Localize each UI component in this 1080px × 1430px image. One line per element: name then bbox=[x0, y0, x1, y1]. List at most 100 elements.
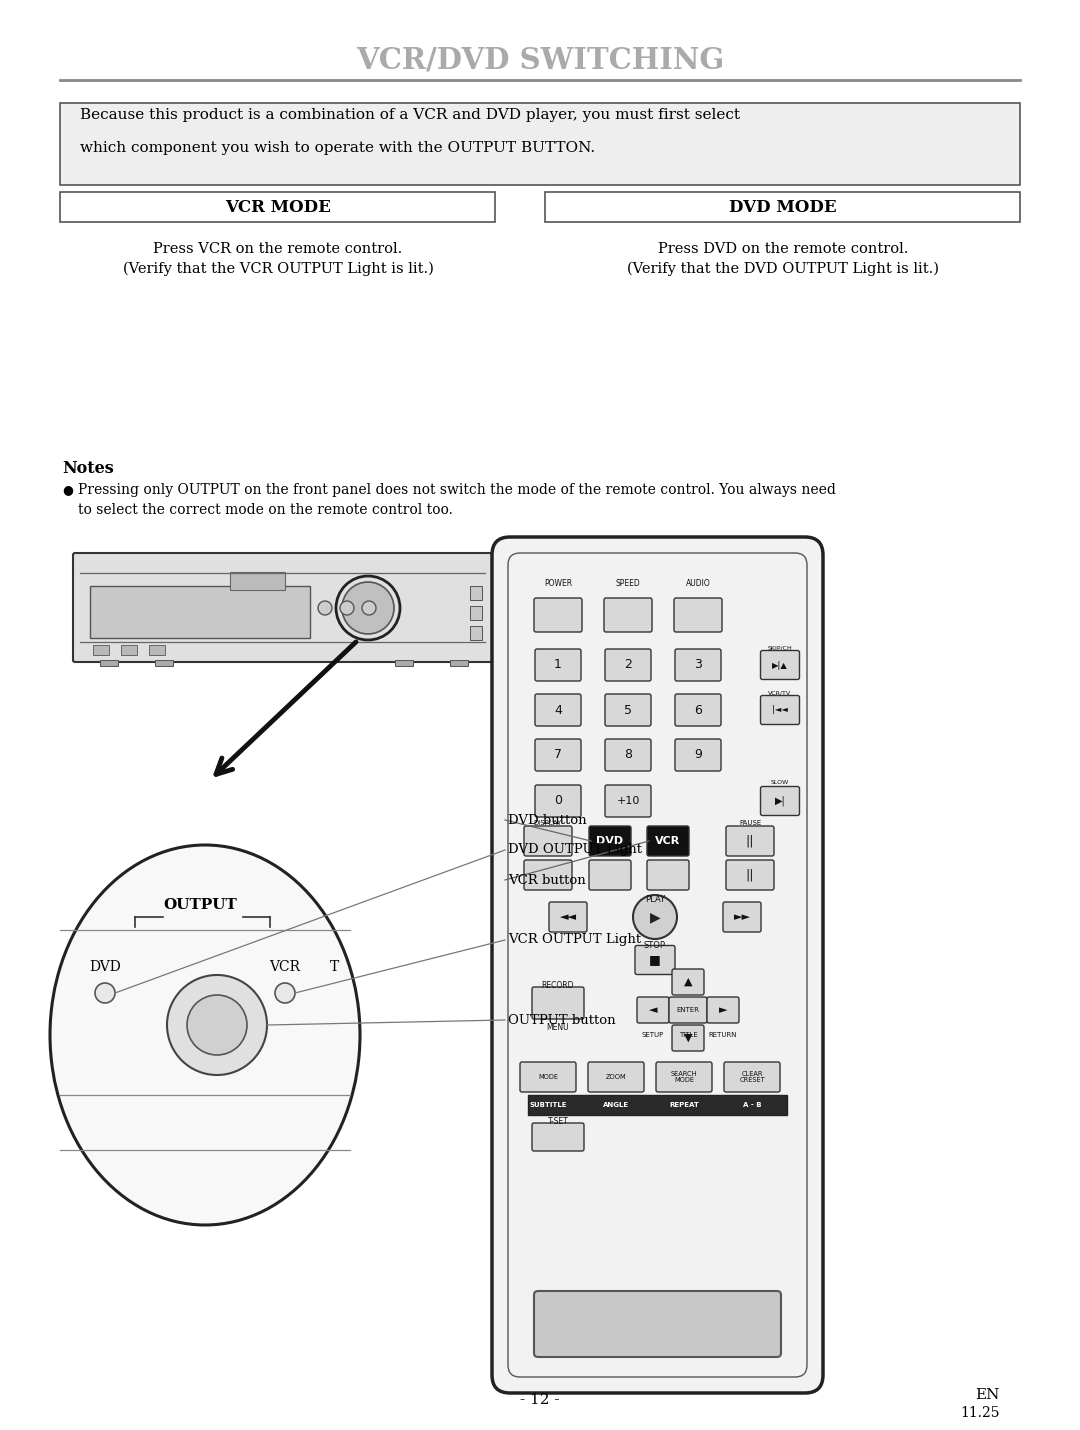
Text: VCR: VCR bbox=[656, 837, 680, 847]
FancyBboxPatch shape bbox=[760, 787, 799, 815]
FancyBboxPatch shape bbox=[524, 827, 572, 857]
FancyBboxPatch shape bbox=[635, 945, 675, 974]
FancyBboxPatch shape bbox=[534, 598, 582, 632]
Circle shape bbox=[342, 582, 394, 633]
Text: DVD button: DVD button bbox=[508, 814, 586, 827]
Text: MODE: MODE bbox=[538, 1074, 558, 1080]
Text: T-SET: T-SET bbox=[548, 1117, 568, 1127]
FancyBboxPatch shape bbox=[90, 586, 310, 638]
Text: STOP: STOP bbox=[644, 941, 666, 950]
Circle shape bbox=[362, 601, 376, 615]
FancyBboxPatch shape bbox=[100, 661, 118, 666]
Text: DISPLAY: DISPLAY bbox=[534, 819, 562, 827]
FancyBboxPatch shape bbox=[647, 859, 689, 889]
Text: (Verify that the DVD OUTPUT Light is lit.): (Verify that the DVD OUTPUT Light is lit… bbox=[627, 262, 939, 276]
Text: VCR button: VCR button bbox=[508, 874, 585, 887]
FancyBboxPatch shape bbox=[760, 695, 799, 725]
Text: 3: 3 bbox=[694, 658, 702, 672]
Text: TITLE: TITLE bbox=[678, 1032, 698, 1038]
Text: RETURN: RETURN bbox=[708, 1032, 738, 1038]
FancyBboxPatch shape bbox=[524, 859, 572, 889]
Text: A - B: A - B bbox=[743, 1103, 761, 1108]
Text: ENTER: ENTER bbox=[676, 1007, 700, 1012]
Circle shape bbox=[167, 975, 267, 1075]
Text: 5: 5 bbox=[624, 704, 632, 716]
Text: VCR/DVD SWITCHING: VCR/DVD SWITCHING bbox=[356, 46, 724, 74]
Text: SETUP: SETUP bbox=[642, 1032, 664, 1038]
Text: DVD MODE: DVD MODE bbox=[729, 199, 837, 216]
FancyBboxPatch shape bbox=[470, 606, 482, 621]
FancyBboxPatch shape bbox=[723, 902, 761, 932]
Text: PLAY: PLAY bbox=[645, 895, 665, 905]
Text: EN: EN bbox=[975, 1389, 1000, 1401]
Text: 6: 6 bbox=[694, 704, 702, 716]
Text: ●: ● bbox=[62, 483, 72, 496]
FancyBboxPatch shape bbox=[545, 192, 1020, 222]
Text: ▲: ▲ bbox=[684, 977, 692, 987]
Text: 11.25: 11.25 bbox=[960, 1406, 1000, 1420]
Text: to select the correct mode on the remote control too.: to select the correct mode on the remote… bbox=[78, 503, 453, 518]
Ellipse shape bbox=[50, 845, 360, 1226]
Text: VCR: VCR bbox=[270, 960, 300, 974]
FancyBboxPatch shape bbox=[549, 902, 588, 932]
Text: CLEAR
CRESET: CLEAR CRESET bbox=[739, 1071, 765, 1084]
FancyBboxPatch shape bbox=[707, 997, 739, 1022]
Text: VCR OUTPUT Light: VCR OUTPUT Light bbox=[508, 934, 642, 947]
FancyBboxPatch shape bbox=[672, 970, 704, 995]
Text: ANGLE: ANGLE bbox=[603, 1103, 629, 1108]
Text: MENU: MENU bbox=[546, 1022, 569, 1031]
FancyBboxPatch shape bbox=[395, 661, 413, 666]
FancyBboxPatch shape bbox=[605, 785, 651, 817]
Text: POWER: POWER bbox=[544, 579, 572, 588]
Text: Because this product is a combination of a VCR and DVD player, you must first se: Because this product is a combination of… bbox=[80, 109, 740, 122]
FancyBboxPatch shape bbox=[604, 598, 652, 632]
Text: SPEED: SPEED bbox=[616, 579, 640, 588]
Text: 1: 1 bbox=[554, 658, 562, 672]
FancyBboxPatch shape bbox=[588, 1062, 644, 1093]
FancyBboxPatch shape bbox=[669, 997, 707, 1022]
Text: DVD: DVD bbox=[90, 960, 121, 974]
Text: RECORD: RECORD bbox=[542, 981, 575, 990]
Text: 2: 2 bbox=[624, 658, 632, 672]
FancyBboxPatch shape bbox=[760, 651, 799, 679]
Text: ▼: ▼ bbox=[684, 1032, 692, 1042]
FancyBboxPatch shape bbox=[605, 739, 651, 771]
FancyBboxPatch shape bbox=[528, 1095, 787, 1115]
FancyBboxPatch shape bbox=[675, 694, 721, 726]
FancyBboxPatch shape bbox=[60, 103, 1020, 184]
Circle shape bbox=[340, 601, 354, 615]
FancyBboxPatch shape bbox=[589, 859, 631, 889]
Text: DVD: DVD bbox=[596, 837, 623, 847]
FancyBboxPatch shape bbox=[656, 1062, 712, 1093]
Text: 7: 7 bbox=[554, 748, 562, 762]
FancyBboxPatch shape bbox=[230, 572, 285, 591]
FancyBboxPatch shape bbox=[535, 739, 581, 771]
FancyBboxPatch shape bbox=[93, 645, 109, 655]
FancyBboxPatch shape bbox=[726, 827, 774, 857]
Text: Press DVD on the remote control.: Press DVD on the remote control. bbox=[658, 242, 908, 256]
Text: OUTPUT button: OUTPUT button bbox=[508, 1014, 616, 1027]
FancyBboxPatch shape bbox=[156, 661, 173, 666]
FancyBboxPatch shape bbox=[149, 645, 165, 655]
Text: OUTPUT: OUTPUT bbox=[163, 898, 237, 912]
FancyBboxPatch shape bbox=[675, 739, 721, 771]
Text: +10: +10 bbox=[617, 797, 639, 807]
Text: (Verify that the VCR OUTPUT Light is lit.): (Verify that the VCR OUTPUT Light is lit… bbox=[122, 262, 433, 276]
FancyBboxPatch shape bbox=[60, 192, 495, 222]
FancyBboxPatch shape bbox=[535, 694, 581, 726]
Text: 8: 8 bbox=[624, 748, 632, 762]
Text: which component you wish to operate with the OUTPUT BUTTON.: which component you wish to operate with… bbox=[80, 142, 595, 154]
FancyBboxPatch shape bbox=[73, 553, 492, 662]
Circle shape bbox=[95, 982, 114, 1002]
FancyBboxPatch shape bbox=[589, 827, 631, 857]
FancyBboxPatch shape bbox=[519, 1062, 576, 1093]
Text: ||: || bbox=[746, 868, 754, 881]
Text: REPEAT: REPEAT bbox=[670, 1103, 699, 1108]
FancyBboxPatch shape bbox=[450, 661, 468, 666]
Text: 0: 0 bbox=[554, 795, 562, 808]
Text: ►: ► bbox=[719, 1005, 727, 1015]
Text: Press VCR on the remote control.: Press VCR on the remote control. bbox=[153, 242, 403, 256]
FancyBboxPatch shape bbox=[470, 586, 482, 601]
Text: ▶|: ▶| bbox=[774, 795, 785, 807]
FancyBboxPatch shape bbox=[637, 997, 669, 1022]
